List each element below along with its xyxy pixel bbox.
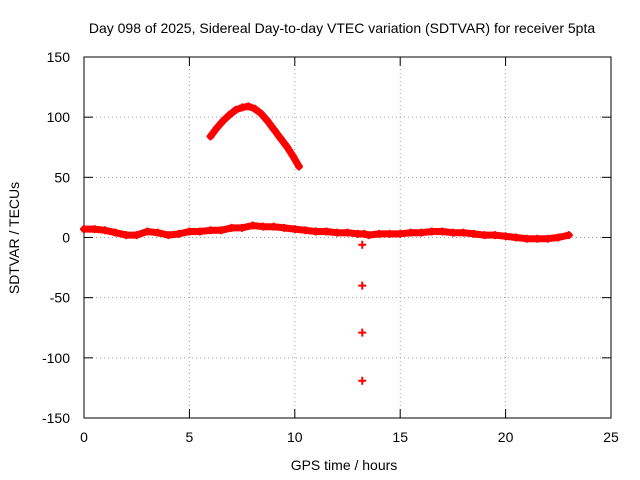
data-point xyxy=(217,226,226,235)
data-point xyxy=(280,223,289,232)
data-point xyxy=(164,231,173,240)
data-point xyxy=(332,228,341,237)
data-point xyxy=(459,228,468,237)
series-arc xyxy=(206,102,304,171)
series-outliers xyxy=(358,240,367,385)
data-point xyxy=(438,227,447,236)
y-tick-label: 50 xyxy=(54,169,70,185)
y-tick-label: -150 xyxy=(42,410,70,426)
x-tick-label: 15 xyxy=(392,429,408,445)
data-point xyxy=(122,231,131,240)
chart-title: Day 098 of 2025, Sidereal Day-to-day VTE… xyxy=(89,20,596,36)
x-tick-label: 5 xyxy=(186,429,194,445)
data-point xyxy=(469,229,478,238)
data-point xyxy=(276,133,285,142)
data-point xyxy=(238,223,247,232)
data-point xyxy=(522,234,531,243)
data-point xyxy=(263,116,272,125)
data-point xyxy=(480,231,489,240)
axis-ticks: -150 -100 -50 0 50 100 150 0 5 10 15 20 25 xyxy=(42,49,619,445)
data-point xyxy=(250,104,259,113)
x-axis-label: GPS time / hours xyxy=(291,457,398,473)
data-point xyxy=(501,232,510,241)
data-point xyxy=(311,227,320,236)
data-point xyxy=(360,229,369,238)
data-point xyxy=(132,231,141,240)
series-main-trace xyxy=(80,221,573,243)
data-point xyxy=(290,225,299,234)
data-point xyxy=(358,328,367,337)
data-point xyxy=(212,123,221,132)
y-tick-label: -50 xyxy=(50,290,70,306)
data-point xyxy=(491,231,500,240)
data-marks xyxy=(80,102,573,385)
data-point xyxy=(533,234,542,243)
x-tick-label: 10 xyxy=(287,429,303,445)
y-tick-label: 150 xyxy=(47,49,71,65)
data-point xyxy=(111,228,120,237)
data-point xyxy=(195,227,204,236)
x-tick-label: 0 xyxy=(80,429,88,445)
data-point xyxy=(227,223,236,232)
data-point xyxy=(185,227,194,236)
data-point xyxy=(385,229,394,238)
data-point xyxy=(259,222,268,231)
y-tick-label: -100 xyxy=(42,350,70,366)
data-point xyxy=(358,376,367,385)
data-point xyxy=(358,281,367,290)
data-point xyxy=(257,109,266,118)
data-point xyxy=(269,222,278,231)
x-tick-label: 25 xyxy=(603,429,619,445)
data-point xyxy=(358,240,367,249)
data-point xyxy=(396,229,405,238)
y-tick-label: 0 xyxy=(62,230,70,246)
data-point xyxy=(101,226,110,235)
data-point xyxy=(427,227,436,236)
series-line xyxy=(207,102,303,170)
x-tick-label: 20 xyxy=(498,429,514,445)
data-point xyxy=(206,226,215,235)
data-point xyxy=(231,105,240,114)
data-point xyxy=(512,233,521,242)
y-tick-label: 100 xyxy=(47,109,71,125)
y-axis-label: SDTVAR / TECUs xyxy=(6,182,22,294)
data-point xyxy=(554,233,563,242)
data-point xyxy=(248,221,257,230)
data-point xyxy=(282,142,291,151)
data-point xyxy=(244,102,253,111)
data-point xyxy=(295,162,304,171)
data-point xyxy=(153,228,162,237)
data-point xyxy=(448,228,457,237)
data-point xyxy=(322,227,331,236)
data-point xyxy=(288,151,297,160)
data-point xyxy=(375,229,384,238)
data-point xyxy=(269,125,278,134)
data-point xyxy=(206,132,215,141)
data-point xyxy=(219,116,228,125)
data-point xyxy=(406,228,415,237)
data-point xyxy=(301,226,310,235)
data-point xyxy=(80,225,88,234)
data-point xyxy=(543,234,552,243)
data-point xyxy=(174,229,183,238)
data-point xyxy=(564,231,573,240)
data-point xyxy=(225,110,234,119)
data-point xyxy=(343,228,352,237)
data-point xyxy=(417,228,426,237)
data-point xyxy=(364,231,373,240)
data-point xyxy=(90,225,99,234)
data-point xyxy=(238,103,247,112)
data-point xyxy=(143,227,152,236)
